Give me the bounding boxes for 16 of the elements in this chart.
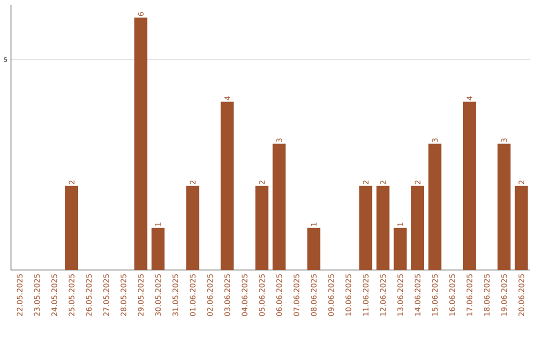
bar [394, 228, 407, 270]
bar [428, 144, 442, 270]
bar [152, 228, 165, 270]
bar [411, 186, 424, 270]
bar [498, 144, 511, 270]
bar [376, 186, 390, 270]
bar [255, 186, 268, 270]
bar [514, 186, 528, 270]
bar [272, 144, 286, 270]
bar [462, 102, 476, 270]
bar [65, 186, 78, 270]
bar [134, 18, 148, 270]
bar [220, 102, 234, 270]
bar [307, 228, 320, 270]
bar [359, 186, 372, 270]
bar [186, 186, 200, 270]
